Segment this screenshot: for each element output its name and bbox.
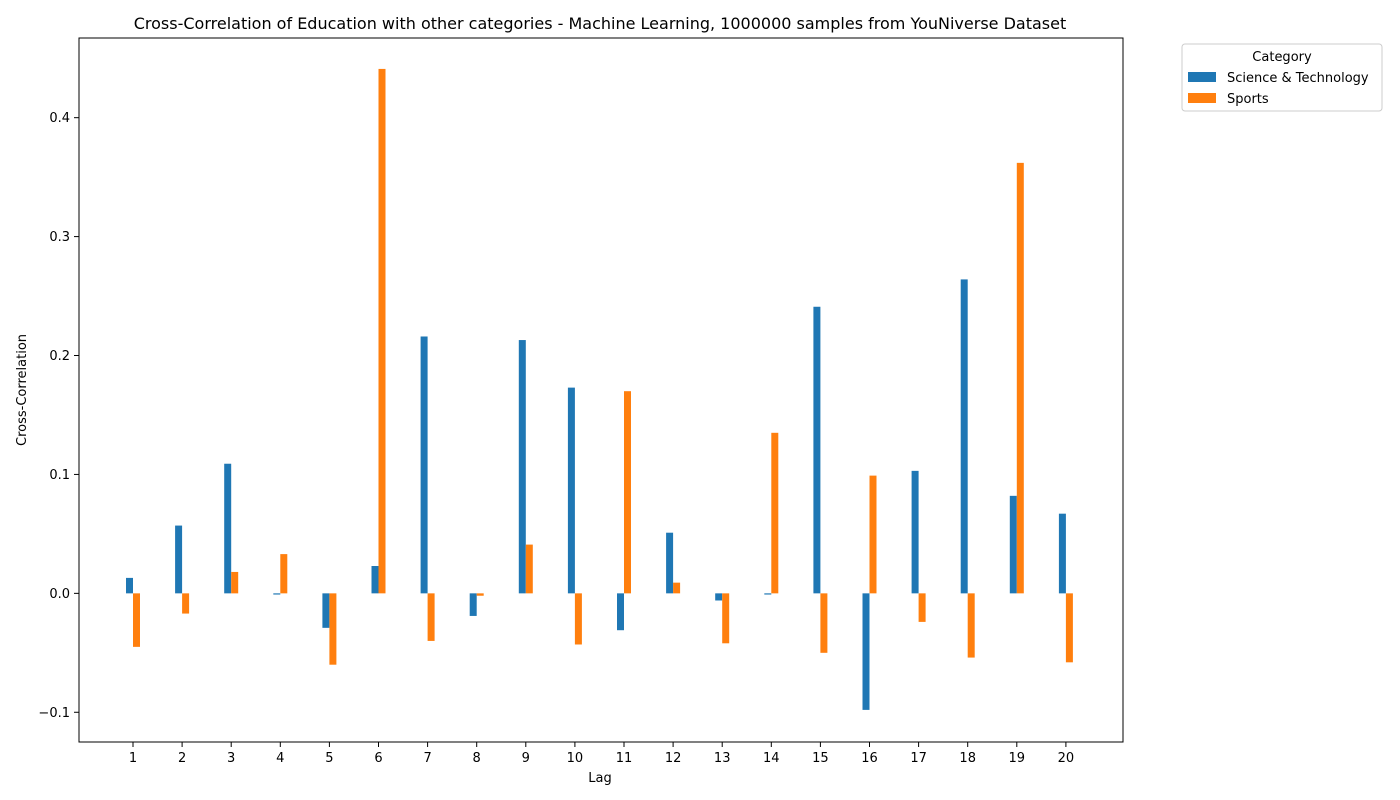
x-tick-label: 2: [178, 751, 186, 766]
bar-sports-lag-16: [869, 475, 877, 594]
y-axis-label: Cross-Correlation: [15, 334, 30, 446]
x-tick-label: 11: [616, 751, 633, 766]
bar-science-technology-lag-16: [862, 593, 870, 710]
bar-science-technology-lag-5: [322, 593, 330, 628]
x-tick-label: 12: [665, 751, 682, 766]
x-tick-label: 9: [522, 751, 530, 766]
bar-sports-lag-4: [280, 554, 288, 594]
x-tick-label: 6: [374, 751, 382, 766]
x-axis: 1 2 3 4 5 6 7 8 9 10 11 12 13 14 15 16 17 18 19 20: [129, 742, 1074, 766]
legend-label-science-technology: Science & Technology: [1227, 71, 1369, 86]
x-tick-label: 16: [861, 751, 878, 766]
bar-science-technology-lag-6: [371, 566, 379, 594]
y-tick-label: 0.1: [49, 468, 70, 483]
bar-sports-lag-15: [820, 593, 828, 653]
x-tick-label: 18: [959, 751, 976, 766]
y-tick-label: −0.1: [38, 706, 70, 721]
bar-sports-lag-3: [231, 571, 239, 594]
plot-area-frame: [78, 37, 1124, 743]
bar-sports-lag-9: [525, 544, 533, 594]
x-tick-label: 3: [227, 751, 235, 766]
x-tick-label: 8: [473, 751, 481, 766]
bar-science-technology-lag-17: [911, 470, 919, 594]
bar-sports-lag-2: [182, 593, 190, 614]
bar-science-technology-lag-3: [224, 463, 232, 594]
y-tick-label: 0.4: [49, 111, 70, 126]
chart-title: Cross-Correlation of Education with othe…: [134, 14, 1067, 33]
x-tick-label: 14: [763, 751, 780, 766]
legend-swatch-science-technology: [1188, 72, 1216, 82]
y-tick-label: 0.3: [49, 230, 70, 245]
bar-science-technology-lag-18: [960, 279, 968, 594]
bar-sports-lag-1: [133, 593, 140, 647]
x-tick-label: 1: [129, 751, 137, 766]
legend-items: Science & Technology Sports: [1188, 71, 1369, 107]
bar-science-technology-lag-1: [126, 577, 133, 594]
legend-frame: [1181, 43, 1383, 112]
bar-science-technology-lag-12: [666, 532, 674, 594]
x-tick-label: 13: [714, 751, 731, 766]
bar-science-technology-lag-4: [273, 593, 281, 595]
bar-sports-lag-20: [1065, 593, 1073, 663]
x-tick-label: 15: [812, 751, 829, 766]
bar-sports-lag-11: [624, 391, 631, 594]
x-axis-label: Lag: [588, 771, 611, 786]
legend-title: Category: [1252, 50, 1312, 65]
bar-sports-lag-7: [427, 593, 435, 641]
bars-group: [126, 68, 1073, 710]
bar-science-technology-lag-14: [764, 593, 772, 595]
bar-science-technology-lag-20: [1058, 513, 1066, 594]
y-tick-label: 0.0: [49, 587, 70, 602]
x-tick-label: 20: [1058, 751, 1075, 766]
bar-science-technology-lag-15: [813, 306, 821, 594]
bar-science-technology-lag-7: [420, 336, 428, 594]
bar-science-technology-lag-9: [518, 340, 526, 594]
bar-science-technology-lag-10: [567, 387, 575, 594]
x-tick-label: 5: [325, 751, 333, 766]
bar-science-technology-lag-8: [469, 593, 477, 616]
bar-sports-lag-5: [329, 593, 337, 665]
bar-science-technology-lag-2: [175, 525, 183, 594]
legend-swatch-sports: [1188, 93, 1216, 103]
bar-sports-lag-8: [476, 593, 484, 596]
y-tick-label: 0.2: [49, 349, 70, 364]
bar-science-technology-lag-13: [715, 593, 723, 601]
x-tick-label: 10: [567, 751, 584, 766]
bar-sports-lag-10: [574, 593, 582, 645]
x-tick-label: 7: [423, 751, 431, 766]
legend-label-sports: Sports: [1227, 92, 1269, 107]
bar-sports-lag-17: [918, 593, 926, 622]
x-tick-label: 17: [910, 751, 927, 766]
bar-sports-lag-13: [722, 593, 730, 644]
bar-science-technology-lag-11: [617, 593, 624, 631]
bar-sports-lag-18: [967, 593, 975, 658]
legend: Category Science & Technology Sports: [1181, 43, 1383, 112]
x-tick-label: 4: [276, 751, 284, 766]
bar-sports-lag-12: [673, 582, 681, 594]
x-tick-label: 19: [1009, 751, 1026, 766]
bar-science-technology-lag-19: [1009, 495, 1017, 594]
bar-sports-lag-19: [1016, 162, 1024, 594]
bar-sports-lag-6: [378, 68, 386, 594]
bar-sports-lag-14: [771, 432, 779, 594]
y-axis: −0.1 0.0 0.1 0.2 0.3 0.4: [38, 111, 79, 721]
